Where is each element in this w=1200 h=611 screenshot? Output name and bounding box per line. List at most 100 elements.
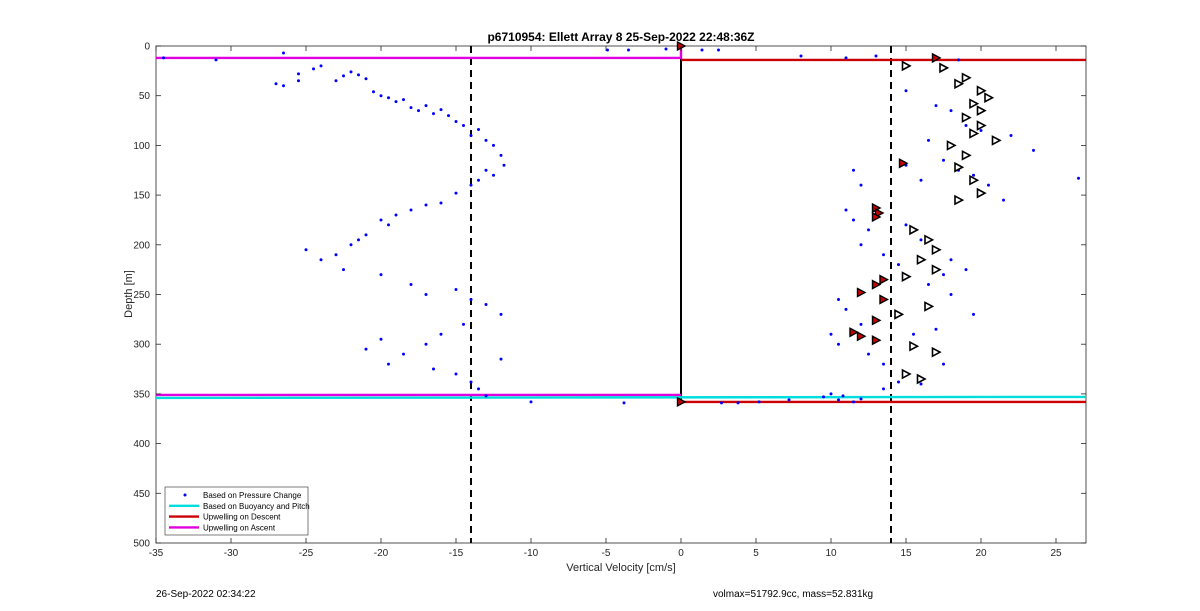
pressure-point <box>919 238 923 242</box>
pressure-point <box>852 168 855 172</box>
pressure-point <box>757 400 761 404</box>
pressure-point <box>844 56 848 60</box>
triangle-marker <box>969 98 980 109</box>
triangle-marker <box>976 120 987 131</box>
pressure-point <box>841 394 845 398</box>
pressure-point <box>949 293 953 296</box>
triangle-marker <box>984 92 995 104</box>
x-tick-label: -15 <box>449 548 464 559</box>
pressure-point <box>432 112 435 116</box>
pressure-point <box>829 392 833 396</box>
pressure-point <box>837 342 840 346</box>
pressure-point <box>882 253 885 257</box>
pressure-point <box>454 372 458 376</box>
pressure-point <box>364 233 368 237</box>
triangle-marker <box>931 346 942 358</box>
pressure-point <box>979 128 983 132</box>
pressure-point <box>1032 148 1035 152</box>
x-tick-label: 20 <box>975 548 987 559</box>
legend-label: Upwelling on Ascent <box>203 523 276 532</box>
triangle-marker <box>961 150 972 161</box>
triangle-marker <box>909 340 920 352</box>
pressure-point <box>822 395 825 399</box>
pressure-point <box>387 223 390 227</box>
pressure-point <box>342 268 345 272</box>
pressure-point <box>379 337 383 341</box>
pressure-point <box>477 127 480 131</box>
triangle-marker <box>894 309 905 320</box>
axis-ticks: -35 -30 -25 -20 -15 -10 -5 0 5 10 15 20 250501001502… <box>133 42 1086 559</box>
pressure-point <box>942 273 945 277</box>
pressure-point <box>934 104 938 108</box>
pressure-point <box>424 203 428 207</box>
pressure-point <box>897 380 900 384</box>
y-tick-label: 250 <box>133 290 150 301</box>
pressure-point <box>787 398 791 402</box>
pressure-point <box>627 48 630 52</box>
pressure-point <box>492 143 495 147</box>
pressure-point <box>606 48 609 52</box>
pressure-point <box>897 263 900 267</box>
pressure-point <box>462 124 465 128</box>
pressure-point <box>297 72 300 76</box>
pressure-point <box>417 109 420 113</box>
pressure-point <box>852 218 855 222</box>
pressure-point <box>319 258 323 262</box>
pressure-point <box>424 293 428 296</box>
plot-area <box>155 45 1087 544</box>
pressure-point <box>394 213 398 217</box>
x-tick-label: 5 <box>753 548 759 559</box>
x-axis-label: Vertical Velocity [cm/s] <box>566 562 675 574</box>
pressure-point <box>972 312 975 316</box>
y-tick-label: 450 <box>133 489 150 500</box>
pressure-point <box>717 48 720 52</box>
pressure-point <box>859 243 863 247</box>
pressure-point <box>844 208 848 212</box>
triangle-marker <box>939 62 950 74</box>
legend-label: Upwelling on Descent <box>203 513 281 522</box>
pressure-point <box>882 362 885 366</box>
pressure-point <box>972 173 975 177</box>
pressure-point <box>409 208 413 212</box>
pressure-point <box>492 173 495 177</box>
triangle-marker <box>961 112 972 123</box>
pressure-point <box>469 297 473 301</box>
pressure-point <box>484 138 488 142</box>
pressure-point <box>462 322 465 326</box>
triangle-marker <box>976 105 987 116</box>
x-tick-label: 25 <box>1050 548 1062 559</box>
pressure-point <box>454 191 458 195</box>
pressure-point <box>469 133 473 137</box>
pressure-point <box>394 100 398 104</box>
pressure-point <box>1077 176 1080 180</box>
red-marker <box>676 396 687 408</box>
pressure-point <box>934 327 938 331</box>
triangle-marker <box>991 135 1002 146</box>
pressure-point <box>720 401 723 405</box>
pressure-point <box>499 357 503 361</box>
pressure-point <box>402 352 405 356</box>
series-line <box>156 49 683 60</box>
y-tick-label: 350 <box>133 389 150 400</box>
triangle-marker <box>976 187 987 199</box>
series-line <box>155 395 1087 400</box>
pressure-point <box>334 253 338 257</box>
triangle-marker <box>901 60 912 72</box>
pressure-point <box>987 183 990 187</box>
x-tick-label: -20 <box>374 548 389 559</box>
pressure-point <box>736 401 740 405</box>
triangle-marker <box>969 128 980 139</box>
pressure-point <box>312 67 315 71</box>
pressure-point <box>379 94 383 98</box>
pressure-point <box>432 367 435 371</box>
pressure-point <box>499 153 503 157</box>
pressure-point <box>379 218 383 222</box>
red-marker <box>849 327 859 338</box>
pressure-point <box>484 302 488 306</box>
pressure-point <box>867 228 870 232</box>
pressure-point <box>529 400 533 404</box>
pressure-point <box>664 47 668 51</box>
triangle-marker <box>901 271 912 282</box>
pressure-point <box>402 98 405 102</box>
legend: Based on Pressure Change Based on Buoyanc… <box>164 486 310 536</box>
